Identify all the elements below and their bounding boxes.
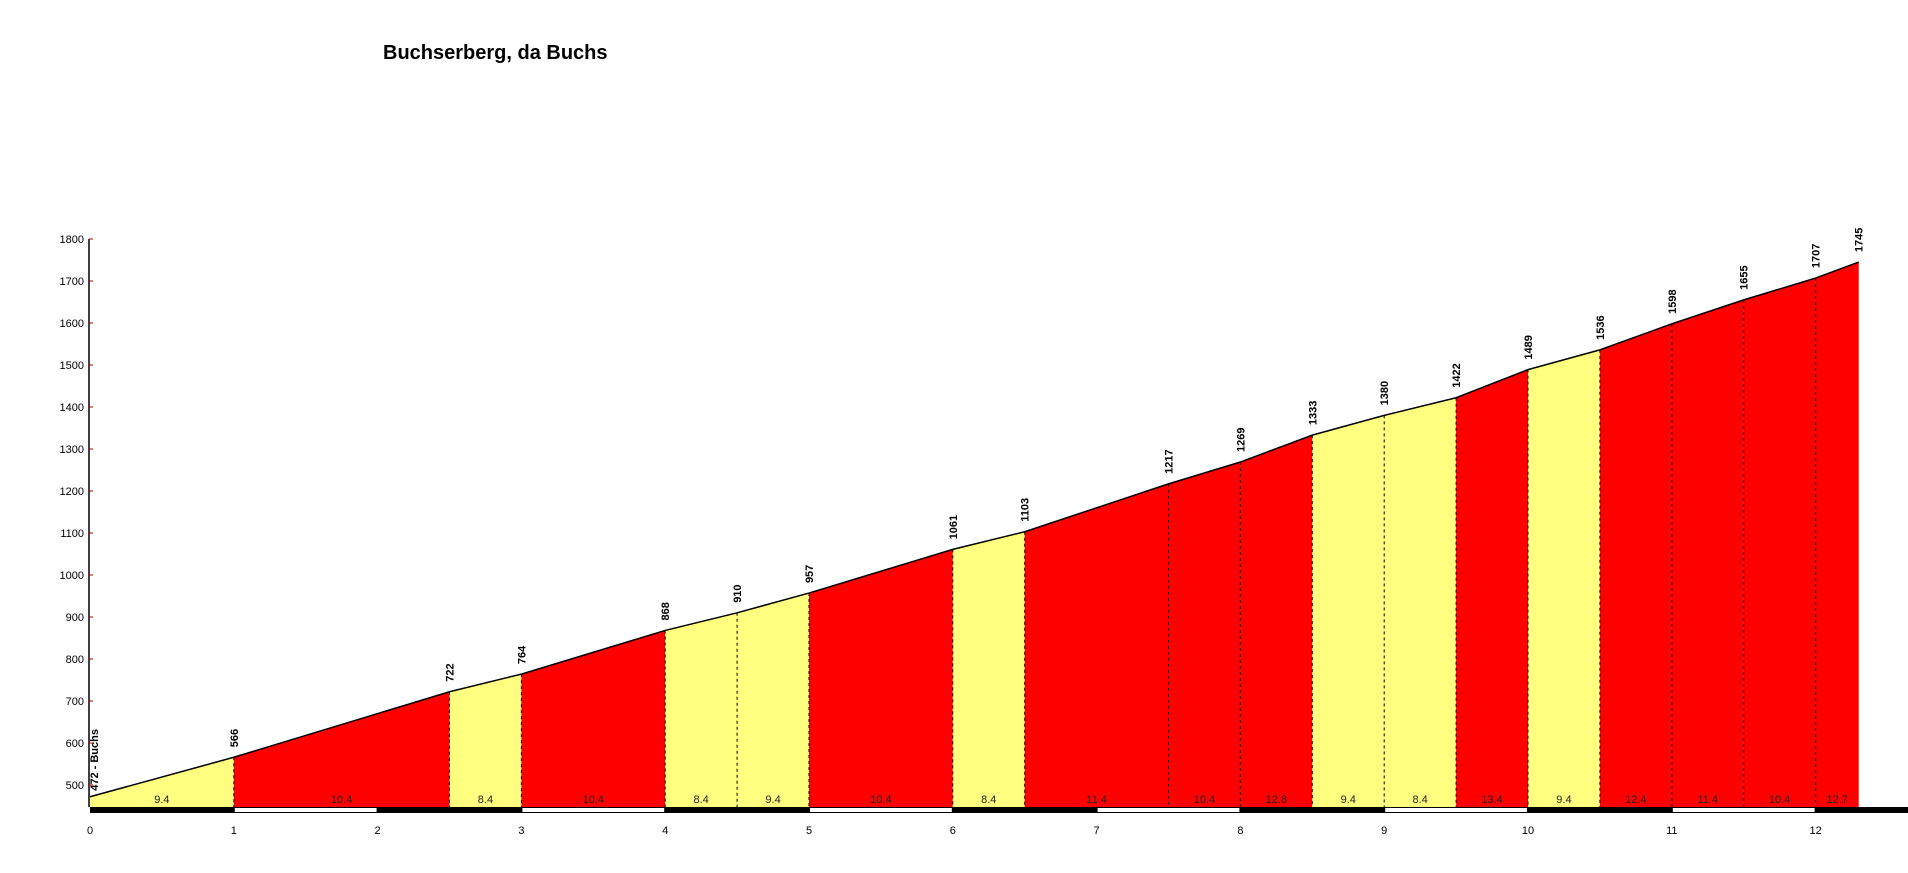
- profile-segment: [1599, 323, 1672, 807]
- profile-segment: [1671, 299, 1744, 807]
- segment-gradient-label: 13.4: [1481, 794, 1502, 806]
- x-tick-label: 9: [1381, 825, 1387, 837]
- x-tick-label: 12: [1809, 825, 1821, 837]
- profile-segment: [1024, 483, 1169, 807]
- x-tick-label: 1: [231, 825, 237, 837]
- profile-segment: [952, 531, 1025, 807]
- profile-segment: [809, 549, 953, 807]
- profile-segment: [1743, 278, 1816, 807]
- x-tick-label: 10: [1522, 825, 1534, 837]
- altitude-label: 722: [445, 663, 457, 681]
- profile-line: [89, 261, 1860, 798]
- y-tick-label: 1300: [60, 444, 84, 456]
- segment-gradient-label: 10.4: [870, 794, 891, 806]
- distance-bar-white-km: [234, 808, 377, 812]
- profile-segment: [1312, 415, 1385, 807]
- segment-gradient-label: 12.8: [1266, 794, 1287, 806]
- y-tick-label: 1800: [60, 234, 84, 246]
- segment-gradient-label: 8.4: [981, 794, 996, 806]
- profile-segment: [233, 691, 450, 807]
- profile-segment: [1456, 369, 1528, 807]
- y-tick-label: 1200: [60, 486, 84, 498]
- profile-segment: [1168, 462, 1241, 807]
- profile-segment: [449, 674, 522, 807]
- y-tick-label: 1000: [60, 570, 84, 582]
- altitude-label: 1217: [1164, 449, 1176, 473]
- segment-gradient-label: 11.4: [1086, 794, 1107, 806]
- altitude-label: 1745: [1854, 228, 1866, 252]
- y-tick-label: 1500: [60, 360, 84, 372]
- altitude-label: 957: [804, 565, 816, 583]
- y-tick-label: 800: [66, 654, 84, 666]
- distance-bar-white-km: [1672, 808, 1815, 812]
- altitude-label: 1061: [948, 515, 960, 539]
- altitude-label: 1333: [1307, 401, 1319, 425]
- altitude-label: 1598: [1667, 289, 1679, 313]
- segment-gradient-label: 9.4: [765, 794, 780, 806]
- altitude-label: 566: [229, 729, 241, 747]
- segment-gradient-label: 12.7: [1826, 794, 1847, 806]
- altitude-label: 472 - Buchs: [89, 729, 101, 791]
- y-tick-label: 700: [66, 696, 84, 708]
- altitude-label: 1103: [1020, 498, 1032, 522]
- segment-gradient-label: 12.4: [1625, 794, 1646, 806]
- y-tick-label: 500: [66, 780, 84, 792]
- segment-gradient-label: 10.4: [1194, 794, 1215, 806]
- altitude-label: 1380: [1379, 381, 1391, 405]
- x-tick-label: 6: [950, 825, 956, 837]
- x-tick-label: 5: [806, 825, 812, 837]
- altitude-label: 868: [660, 602, 672, 620]
- altitude-label: 1655: [1739, 265, 1751, 289]
- altitude-label: 1269: [1235, 428, 1247, 452]
- profile-segment: [90, 757, 234, 807]
- profile-segment: [1384, 397, 1457, 807]
- profile-segment: [521, 630, 666, 807]
- distance-bar-white-km: [1097, 808, 1240, 812]
- y-tick-label: 1600: [60, 318, 84, 330]
- y-tick-label: 1100: [60, 528, 84, 540]
- segment-gradient-label: 9.4: [1341, 794, 1356, 806]
- distance-bar-white-km: [522, 808, 665, 812]
- segment-gradient-label: 9.4: [1556, 794, 1571, 806]
- altitude-label: 910: [732, 584, 744, 602]
- altitude-label: 1536: [1595, 315, 1607, 339]
- segment-gradient-label: 9.4: [154, 794, 169, 806]
- profile-segment: [1815, 262, 1859, 808]
- segment-gradient-label: 8.4: [1413, 794, 1428, 806]
- y-tick-label: 900: [66, 612, 84, 624]
- altitude-label: 764: [516, 645, 528, 664]
- altitude-label: 1707: [1811, 244, 1823, 268]
- profile-segment: [665, 612, 738, 807]
- x-tick-label: 8: [1237, 825, 1243, 837]
- segment-gradient-label: 11.4: [1697, 794, 1718, 806]
- segment-gradient-label: 10.4: [1769, 794, 1790, 806]
- profile-segment: [737, 593, 809, 807]
- chart-title: Buchserberg, da Buchs: [383, 42, 608, 64]
- x-tick-label: 4: [662, 825, 668, 837]
- segment-gradient-label: 8.4: [694, 794, 709, 806]
- x-tick-label: 3: [518, 825, 524, 837]
- profile-segment: [1240, 435, 1313, 807]
- profile-segment: [1528, 349, 1600, 807]
- segment-gradient-label: 8.4: [478, 794, 493, 806]
- distance-bar-white-km: [810, 808, 952, 812]
- distance-bar-white-km: [1385, 808, 1527, 812]
- x-tick-label: 0: [87, 825, 93, 837]
- y-tick-label: 1700: [60, 276, 84, 288]
- altitude-label: 1422: [1451, 363, 1463, 387]
- y-tick-label: 1400: [60, 402, 84, 414]
- x-tick-label: 11: [1666, 825, 1677, 837]
- altitude-label: 1489: [1523, 335, 1535, 359]
- y-tick-label: 600: [66, 738, 84, 750]
- x-tick-label: 2: [375, 825, 381, 837]
- x-tick-label: 7: [1094, 825, 1100, 837]
- segment-gradient-label: 10.4: [331, 794, 352, 806]
- distance-bar: [90, 807, 1908, 813]
- segment-gradient-label: 10.4: [583, 794, 604, 806]
